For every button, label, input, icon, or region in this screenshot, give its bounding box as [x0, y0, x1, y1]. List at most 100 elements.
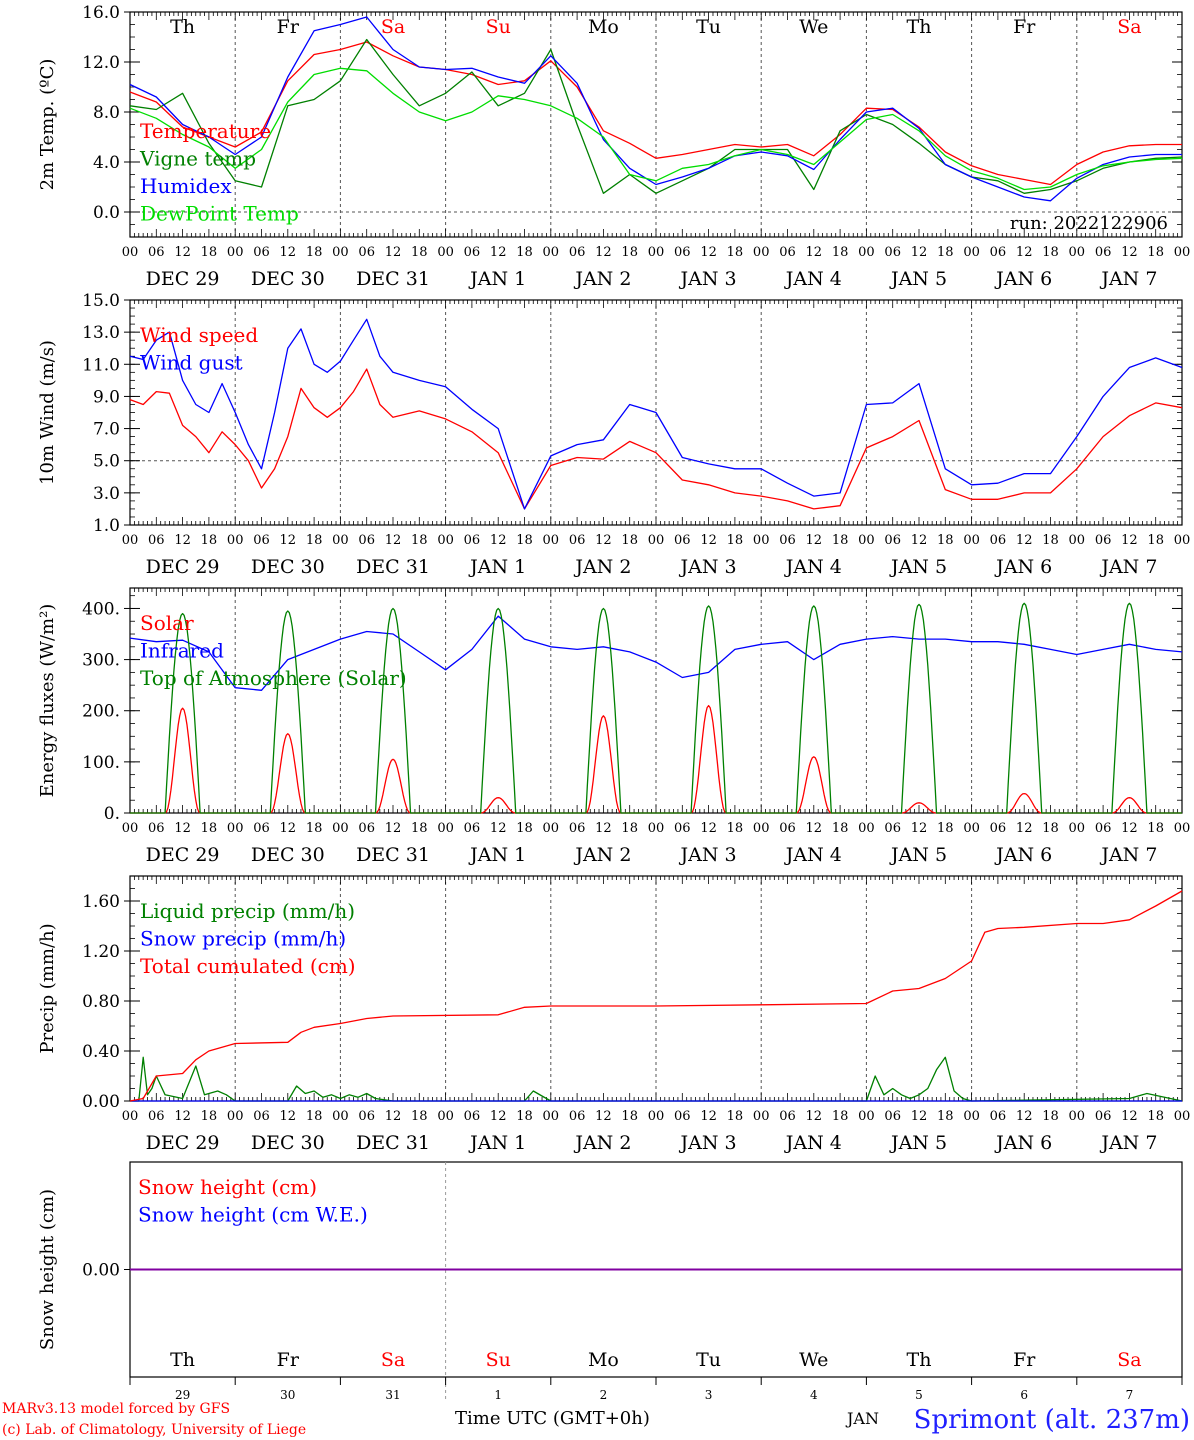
x-tick-label: 12: [385, 821, 402, 836]
x-tick-label: 06: [148, 245, 165, 260]
x-tick-label: 00: [1069, 1109, 1086, 1124]
legend-entry: Top of Atmosphere (Solar): [140, 666, 407, 690]
series-line-temperature: [129, 41, 1182, 186]
date-label: JAN 1: [468, 844, 526, 866]
x-tick-label: 00: [332, 821, 349, 836]
series-line-wind-gust: [129, 318, 1183, 510]
x-tick-label: 12: [595, 1109, 612, 1124]
x-tick-label: 12: [174, 1109, 191, 1124]
y-axis-label: 2m Temp. (ºC): [37, 59, 58, 191]
x-tick-label: 12: [806, 245, 823, 260]
y-tick-label: 0.40: [82, 1042, 120, 1062]
y-tick-label: 3.0: [93, 484, 120, 504]
y-tick-label: 100.: [82, 753, 120, 773]
month-label: JAN: [845, 1409, 879, 1428]
x-tick-label: 00: [543, 1109, 560, 1124]
x-tick-label: 00: [858, 533, 875, 548]
series-line-top-of-atmosphere-solar-: [130, 602, 1182, 814]
x-tick-label: 00: [227, 1109, 244, 1124]
y-tick-label: 9.0: [93, 387, 120, 407]
y-tick-label: 1.0: [93, 516, 120, 536]
x-tick-label: 06: [148, 1109, 165, 1124]
weekday-label: Fr: [1013, 1349, 1036, 1371]
date-label: DEC 31: [356, 268, 430, 290]
x-tick-label: 00: [1069, 533, 1086, 548]
x-tick-label: 18: [516, 821, 533, 836]
x-tick-label: 18: [937, 1109, 954, 1124]
x-tick-label: 12: [700, 1109, 717, 1124]
x-tick-label: 06: [674, 821, 691, 836]
x-tick-label: 00: [1069, 821, 1086, 836]
panels-layer: 00 06 12 18 00 06 12 18 00 06 12 18 00 06 12 18 00 06 12 18…: [37, 3, 1190, 1402]
weekday-label: We: [799, 16, 828, 38]
y-tick-label: 1.60: [82, 892, 120, 912]
x-tick-label: 06: [148, 821, 165, 836]
x-tick-label: 06: [779, 533, 796, 548]
x-tick-label: 00: [1174, 533, 1191, 548]
y-tick-label: 8.0: [93, 103, 120, 123]
x-tick-label: 12: [911, 245, 928, 260]
legend-entry: Humidex: [140, 174, 232, 198]
x-tick-label: 00: [227, 245, 244, 260]
x-tick-label: 06: [1095, 245, 1112, 260]
legend-entry: Snow precip (mm/h): [140, 927, 346, 951]
x-tick-label: 18: [937, 533, 954, 548]
day-number-label: 6: [1020, 1388, 1028, 1402]
y-tick-label: 400.: [82, 599, 120, 619]
day-number-label: 5: [915, 1388, 923, 1402]
x-tick-label: 00: [648, 821, 665, 836]
x-tick-label: 18: [201, 245, 218, 260]
x-tick-label: 18: [201, 821, 218, 836]
x-tick-label: 12: [1016, 533, 1033, 548]
x-tick-label: 06: [674, 1109, 691, 1124]
run-label: run: 2022122906: [1010, 213, 1168, 234]
weekday-label: Fr: [1013, 16, 1036, 38]
weekday-label: Fr: [277, 16, 300, 38]
x-tick-label: 12: [490, 245, 507, 260]
x-tick-label: 06: [253, 821, 270, 836]
date-label: JAN 6: [994, 268, 1052, 290]
y-tick-label: 15.0: [82, 291, 120, 311]
x-tick-label: 18: [1042, 821, 1059, 836]
y-tick-label: 12.0: [82, 53, 120, 73]
x-tick-label: 06: [569, 245, 586, 260]
x-tick-label: 00: [753, 1109, 770, 1124]
x-tick-label: 00: [122, 821, 139, 836]
legend-entry: Vigne temp: [139, 147, 256, 171]
x-tick-label: 00: [963, 245, 980, 260]
weekday-label: Su: [486, 16, 511, 38]
weekday-label: Sa: [1117, 1349, 1141, 1371]
series-line-vigne-temp: [129, 38, 1183, 194]
x-tick-label: 18: [727, 821, 744, 836]
x-tick-label: 06: [779, 1109, 796, 1124]
x-tick-label: 06: [358, 1109, 375, 1124]
date-label: JAN 7: [1099, 556, 1157, 578]
weekday-label: Fr: [277, 1349, 300, 1371]
x-tick-label: 12: [385, 533, 402, 548]
x-tick-label: 06: [358, 245, 375, 260]
x-tick-label: 06: [569, 821, 586, 836]
y-tick-label: 300.: [82, 651, 120, 671]
x-tick-label: 06: [674, 245, 691, 260]
legend-entry: Wind speed: [140, 323, 258, 347]
x-tick-label: 00: [122, 245, 139, 260]
weekday-label: Th: [170, 1349, 195, 1371]
x-tick-label: 18: [1147, 821, 1164, 836]
date-label: JAN 3: [679, 268, 737, 290]
x-tick-label: 06: [990, 821, 1007, 836]
x-tick-label: 18: [306, 533, 323, 548]
x-tick-label: 18: [411, 821, 428, 836]
x-tick-label: 06: [464, 533, 481, 548]
x-tick-label: 00: [858, 245, 875, 260]
x-tick-label: 12: [280, 1109, 297, 1124]
x-tick-label: 00: [963, 533, 980, 548]
y-tick-label: 5.0: [93, 452, 120, 472]
x-tick-label: 06: [884, 245, 901, 260]
x-tick-label: 18: [727, 245, 744, 260]
x-tick-label: 18: [621, 1109, 638, 1124]
x-tick-label: 18: [411, 533, 428, 548]
date-label: JAN 1: [468, 268, 526, 290]
y-tick-label: 16.0: [82, 3, 120, 23]
weekday-label: Mo: [588, 1349, 619, 1371]
x-tick-label: 00: [332, 245, 349, 260]
